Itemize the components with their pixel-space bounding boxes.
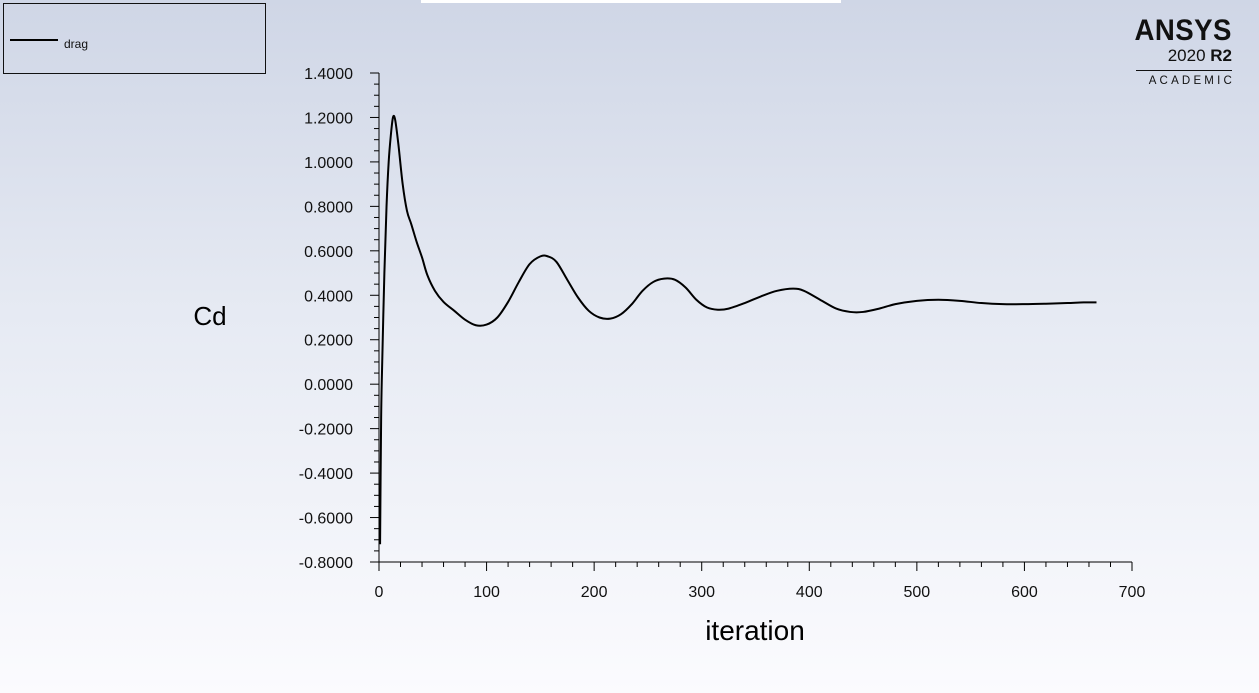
y-tick-label: 0.0000 <box>304 377 353 394</box>
y-tick-label: -0.2000 <box>299 422 353 439</box>
x-tick-label: 100 <box>473 584 500 601</box>
x-tick-label: 300 <box>688 584 715 601</box>
x-tick-label: 400 <box>796 584 823 601</box>
y-tick-label: 1.4000 <box>304 66 353 83</box>
brand-version: 2020 <box>1167 46 1206 65</box>
y-tick-label: -0.4000 <box>299 466 353 483</box>
y-axis-label: Cd <box>193 301 226 331</box>
x-tick-label: 500 <box>904 584 931 601</box>
y-axis-ticks: -0.8000 -0.6000 -0.4000 -0.2000 0.0000 0.2000… <box>299 66 379 572</box>
y-tick-label: 0.4000 <box>304 288 353 305</box>
top-strip <box>421 0 841 3</box>
y-tick-label: -0.6000 <box>299 511 353 528</box>
brand-version-line: 2020 R2 <box>1126 46 1232 66</box>
y-tick-label: 0.6000 <box>304 244 353 261</box>
x-axis-label: iteration <box>705 615 805 646</box>
x-tick-label: 200 <box>581 584 608 601</box>
x-tick-label: 700 <box>1119 584 1146 601</box>
y-tick-label: 0.8000 <box>304 199 353 216</box>
x-tick-label: 0 <box>375 584 384 601</box>
legend: drag <box>3 3 266 74</box>
legend-label-drag: drag <box>64 37 89 51</box>
ansys-logo: ANSYS 2020 R2 ACADEMIC <box>1126 16 1232 87</box>
legend-swatch-drag <box>10 39 58 41</box>
brand-release: R2 <box>1210 46 1232 65</box>
chart-axes <box>378 73 1132 563</box>
x-axis-ticks: 0 100 200 300 400 500 600 700 <box>375 562 1146 601</box>
brand-edition: ACADEMIC <box>1148 75 1235 87</box>
series-line-drag <box>379 114 1097 545</box>
y-tick-label: 0.2000 <box>304 333 353 350</box>
brand-divider <box>1136 70 1232 71</box>
y-tick-label: -0.8000 <box>299 555 353 572</box>
y-tick-label: 1.0000 <box>304 155 353 172</box>
brand-name: ANSYS <box>1134 14 1232 47</box>
y-tick-label: 1.2000 <box>304 110 353 127</box>
x-tick-label: 600 <box>1011 584 1038 601</box>
